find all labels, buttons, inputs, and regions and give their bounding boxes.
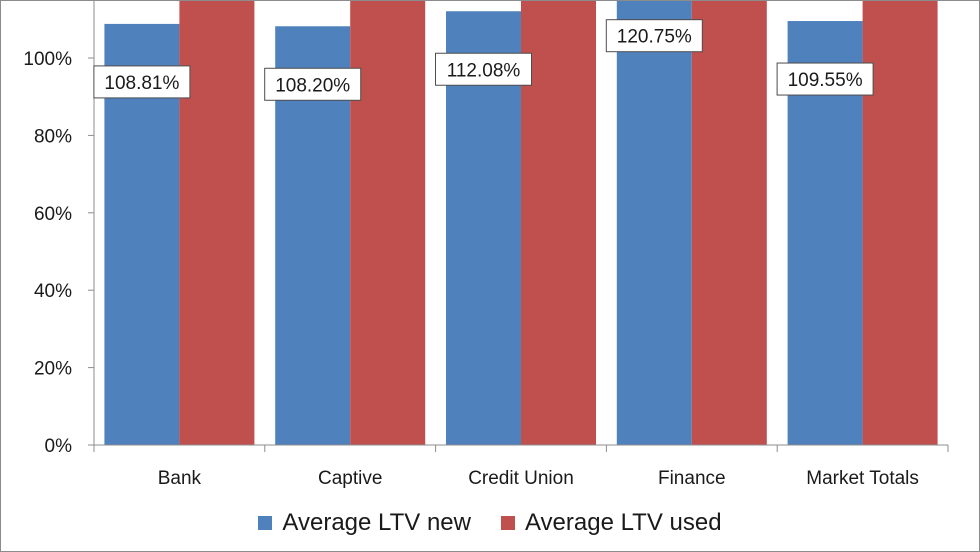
legend-swatch-new (258, 516, 273, 530)
data-label-box (776, 62, 874, 96)
x-category-label: Bank (158, 468, 202, 489)
bar-used-0 (179, 1, 255, 445)
y-tick-label: 100% (23, 49, 72, 70)
data-label-box (93, 65, 191, 99)
legend-item-new: Average LTV new (258, 509, 471, 537)
data-label-text: 108.81% (104, 73, 179, 94)
bar-new-3 (616, 1, 692, 445)
y-tick-label: 0% (45, 436, 73, 457)
data-label-new-3: 120.75% (605, 19, 703, 53)
x-category-label: Captive (318, 468, 382, 489)
legend-label-new: Average LTV new (282, 509, 471, 536)
legend-swatch-used (500, 516, 515, 530)
data-label-box (264, 67, 362, 101)
y-tick-label: 80% (34, 126, 72, 147)
y-tick-label: 60% (34, 204, 72, 225)
data-label-new-2: 112.08% (435, 52, 532, 86)
legend: Average LTV new Average LTV used (1, 509, 979, 537)
data-label-text: 109.55% (788, 70, 863, 91)
y-tick-label: 20% (34, 359, 72, 380)
bar-used-2 (521, 1, 596, 445)
legend-item-used: Average LTV used (500, 509, 722, 537)
data-label-new-4: 109.55% (776, 62, 874, 96)
data-label-text: 120.75% (617, 27, 692, 48)
data-label-text: 112.08% (447, 60, 521, 81)
x-category-label: Credit Union (468, 468, 574, 489)
x-category-label: Market Totals (806, 468, 919, 489)
data-labels-layer: 108.81% 108.20% 112.08% 120.75% 109.55% (93, 19, 874, 101)
bar-used-1 (350, 1, 426, 445)
x-category-label: Finance (658, 468, 726, 489)
bar-used-4 (862, 1, 938, 445)
data-label-box (435, 52, 532, 86)
legend-label-used: Average LTV used (524, 509, 722, 536)
data-label-box (605, 19, 703, 53)
data-label-new-1: 108.20% (264, 67, 362, 101)
data-label-new-0: 108.81% (93, 65, 191, 99)
data-label-text: 108.20% (275, 75, 350, 96)
bar-used-3 (691, 1, 767, 445)
y-tick-label: 40% (34, 281, 72, 302)
